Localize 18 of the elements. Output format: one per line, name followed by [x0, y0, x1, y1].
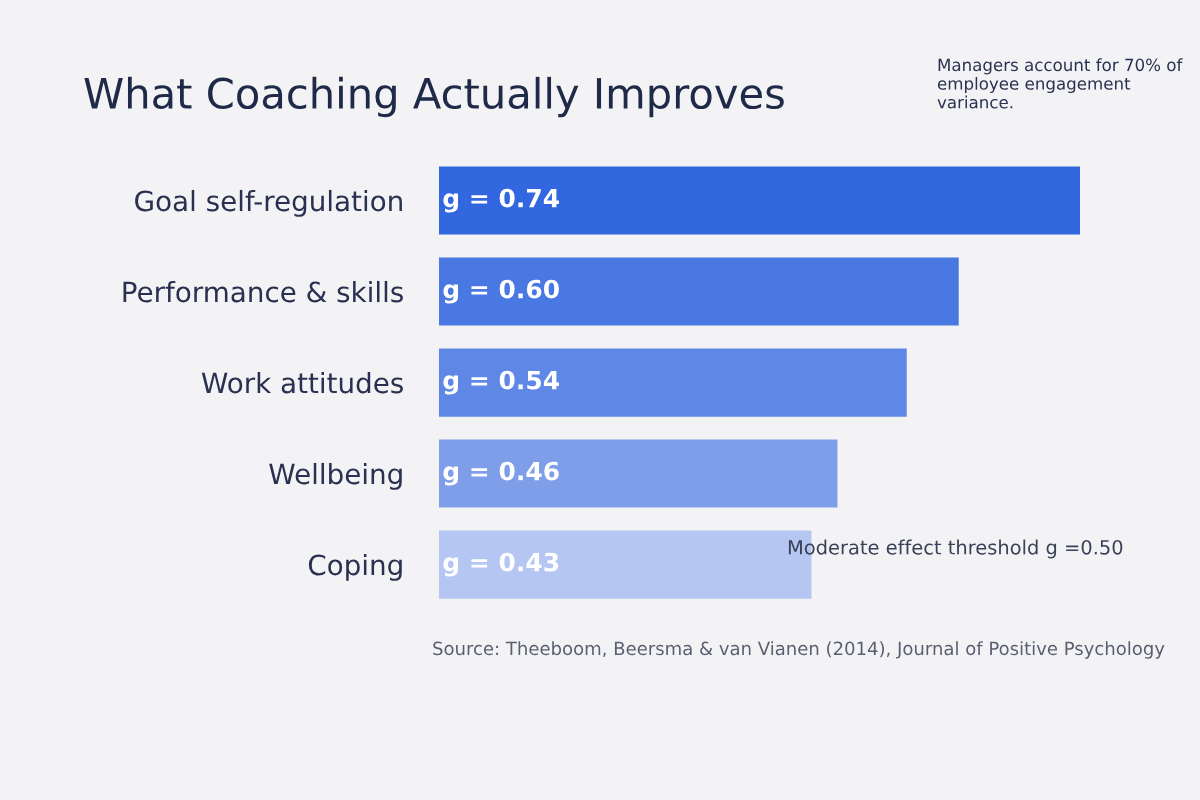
- data-label: g = 0.43: [443, 552, 559, 577]
- data-label: g = 0.60: [443, 279, 559, 304]
- y-tick-label: Work attitudes: [201, 371, 403, 394]
- y-tick-label: Performance & skills: [123, 280, 403, 303]
- data-label: g = 0.46: [443, 461, 559, 486]
- annotation: Moderate effect threshold g =0.50: [788, 539, 1123, 559]
- bar: [439, 166, 1080, 235]
- bar: [439, 439, 838, 508]
- y-tick-label: Wellbeing: [269, 462, 402, 490]
- data-label: g = 0.74: [443, 188, 559, 213]
- chart-title: What Coaching Actually Improves: [84, 76, 784, 118]
- y-tick-label: Goal self-regulation: [135, 189, 402, 217]
- y-tick-label: Coping: [308, 553, 402, 581]
- bar: [439, 257, 959, 326]
- source-note: Source: Theeboom, Beersma & van Vianen (2014), Journal of Positive Psychology: [433, 641, 1165, 659]
- text: Managers account for 70% of employee engagement variance.: [937, 58, 1183, 109]
- bar: [439, 348, 907, 417]
- data-label: g = 0.54: [443, 370, 559, 395]
